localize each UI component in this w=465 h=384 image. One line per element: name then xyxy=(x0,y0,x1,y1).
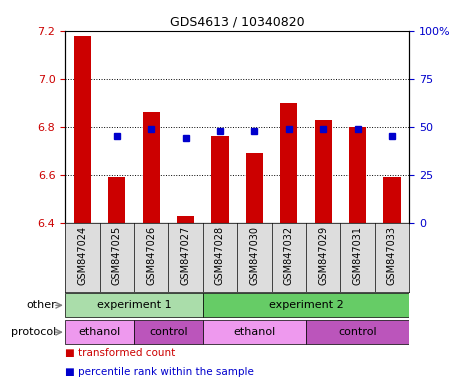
Text: GSM847032: GSM847032 xyxy=(284,226,294,285)
Bar xyxy=(211,136,229,223)
Text: GSM847028: GSM847028 xyxy=(215,226,225,285)
Title: GDS4613 / 10340820: GDS4613 / 10340820 xyxy=(170,15,305,28)
Bar xyxy=(246,153,263,223)
Text: ■ transformed count: ■ transformed count xyxy=(65,348,175,358)
Text: GSM847033: GSM847033 xyxy=(387,226,397,285)
Bar xyxy=(306,320,409,344)
Text: ■ percentile rank within the sample: ■ percentile rank within the sample xyxy=(65,367,254,377)
Bar xyxy=(203,320,306,344)
Text: ethanol: ethanol xyxy=(233,327,275,337)
Text: experiment 2: experiment 2 xyxy=(269,300,343,310)
Bar xyxy=(108,177,125,223)
Text: GSM847027: GSM847027 xyxy=(180,226,191,285)
Text: control: control xyxy=(338,327,377,337)
Bar xyxy=(73,36,91,223)
Text: GSM847025: GSM847025 xyxy=(112,226,122,285)
Bar xyxy=(65,293,203,317)
Bar xyxy=(134,320,203,344)
Text: other: other xyxy=(26,300,56,310)
Bar xyxy=(280,103,297,223)
Text: GSM847030: GSM847030 xyxy=(249,226,259,285)
Bar xyxy=(314,119,332,223)
Bar xyxy=(349,127,366,223)
Bar xyxy=(65,320,134,344)
Bar xyxy=(142,112,160,223)
Text: protocol: protocol xyxy=(11,327,56,337)
Bar xyxy=(177,215,194,223)
Text: ethanol: ethanol xyxy=(79,327,120,337)
Text: GSM847029: GSM847029 xyxy=(318,226,328,285)
Text: experiment 1: experiment 1 xyxy=(97,300,171,310)
Text: control: control xyxy=(149,327,188,337)
Text: GSM847024: GSM847024 xyxy=(77,226,87,285)
Bar xyxy=(383,177,400,223)
Text: GSM847026: GSM847026 xyxy=(146,226,156,285)
Bar xyxy=(203,293,409,317)
Text: GSM847031: GSM847031 xyxy=(352,226,363,285)
